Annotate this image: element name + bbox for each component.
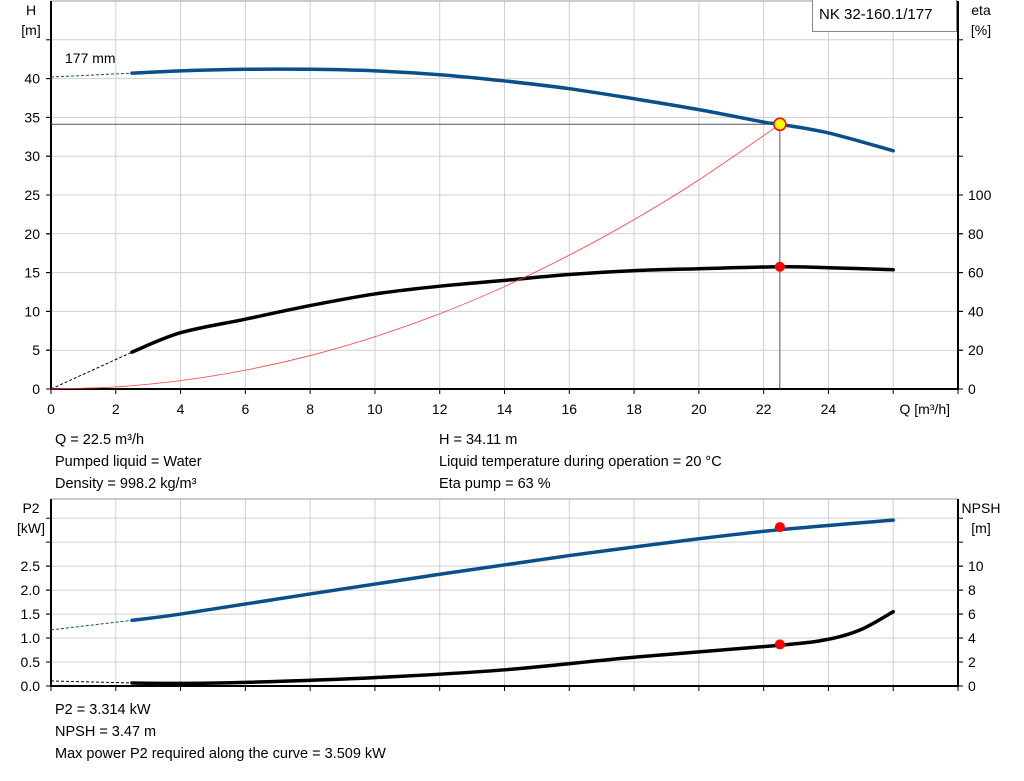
y-right-axis-unit: [%] [971, 22, 991, 38]
y-right-axis-label: eta [971, 2, 991, 18]
y-left-tick-label: 0.5 [21, 654, 41, 670]
y-right-tick-label: 20 [968, 342, 984, 358]
info-npsh: NPSH = 3.47 m [55, 724, 157, 740]
x-tick-label: 0 [47, 401, 55, 417]
y-right-axis-unit: [m] [971, 520, 990, 536]
x-tick-label: 20 [691, 401, 707, 417]
info-max-power: Max power P2 required along the curve = … [55, 746, 386, 762]
y-left-tick-label: 40 [24, 71, 40, 87]
info-density: Density = 998.2 kg/m³ [55, 476, 197, 492]
info-flow: Q = 22.5 m³/h [55, 432, 145, 448]
y-right-tick-label: 8 [968, 582, 976, 598]
info-top-left: Q = 22.5 m³/h Pumped liquid = Water Dens… [55, 429, 202, 495]
y-right-tick-label: 100 [968, 187, 992, 203]
x-tick-label: 6 [241, 401, 249, 417]
duty-point-marker [773, 117, 787, 132]
head-curve-extrapolation [50, 72, 133, 78]
info-bottom: P2 = 3.314 kW NPSH = 3.47 m Max power P2… [55, 699, 386, 765]
y-left-axis-label: H [26, 2, 36, 18]
y-left-tick-label: 2.5 [21, 558, 41, 574]
title-box: NK 32-160.1/177 [812, 0, 957, 32]
impeller-diameter-label: 177 mm [65, 50, 116, 66]
x-axis-label: Q [m³/h] [899, 401, 950, 417]
x-tick-label: 18 [626, 401, 642, 417]
y-right-tick-label: 80 [968, 226, 984, 242]
npsh-curve [130, 609, 895, 686]
npsh-curve-extrapolation [50, 680, 132, 684]
y-left-tick-label: 15 [24, 265, 40, 281]
y-left-tick-label: 35 [24, 109, 40, 125]
power-curve [130, 518, 895, 623]
eta-curve [130, 265, 895, 354]
head-curve [130, 67, 895, 153]
info-p2: P2 = 3.314 kW [55, 702, 151, 718]
info-top-right: H = 34.11 m Liquid temperature during op… [439, 429, 722, 495]
y-right-tick-label: 10 [968, 558, 984, 574]
y-left-axis-unit: [m] [21, 22, 40, 38]
info-liquid: Pumped liquid = Water [55, 454, 202, 470]
x-tick-label: 14 [497, 401, 513, 417]
y-left-tick-label: 0 [32, 381, 40, 397]
info-head: H = 34.11 m [439, 432, 518, 448]
x-tick-label: 2 [112, 401, 120, 417]
x-tick-label: 10 [367, 401, 383, 417]
y-left-tick-label: 25 [24, 187, 40, 203]
x-tick-label: 4 [177, 401, 185, 417]
y-left-tick-label: 0.0 [21, 678, 41, 694]
pump-model-title: NK 32-160.1/177 [819, 6, 933, 23]
y-right-tick-label: 4 [968, 630, 976, 646]
info-eta: Eta pump = 63 % [439, 476, 551, 492]
y-right-axis-label: NPSH [962, 500, 1001, 516]
system-curve [50, 123, 781, 390]
npsh-duty-marker [774, 639, 785, 650]
power-curve-extrapolation [50, 619, 133, 631]
y-left-tick-label: 30 [24, 148, 40, 164]
y-left-axis-unit: [kW] [17, 520, 45, 536]
eta-curve-extrapolation [50, 351, 133, 390]
y-right-tick-label: 40 [968, 303, 984, 319]
y-right-tick-label: 0 [968, 678, 976, 694]
x-tick-label: 8 [306, 401, 314, 417]
x-tick-label: 24 [821, 401, 837, 417]
y-left-tick-label: 1.0 [21, 630, 41, 646]
x-tick-label: 22 [756, 401, 772, 417]
eta-duty-marker [774, 261, 785, 272]
y-right-tick-label: 6 [968, 606, 976, 622]
y-left-axis-label: P2 [22, 500, 39, 516]
y-left-tick-label: 20 [24, 226, 40, 242]
y-right-tick-label: 0 [968, 381, 976, 397]
y-left-tick-label: 10 [24, 303, 40, 319]
y-right-tick-label: 60 [968, 265, 984, 281]
x-tick-label: 12 [432, 401, 448, 417]
y-left-tick-label: 1.5 [21, 606, 41, 622]
power-duty-marker [774, 522, 785, 533]
x-tick-label: 16 [561, 401, 577, 417]
info-temperature: Liquid temperature during operation = 20… [439, 454, 722, 470]
y-left-tick-label: 2.0 [21, 582, 41, 598]
y-left-tick-label: 5 [32, 342, 40, 358]
y-right-tick-label: 2 [968, 654, 976, 670]
